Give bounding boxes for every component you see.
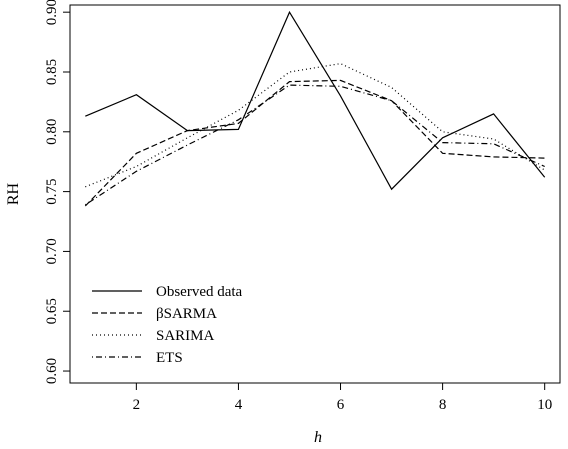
legend-label-0: Observed data xyxy=(156,284,243,300)
legend-label-1: βSARMA xyxy=(156,306,217,322)
series-lines xyxy=(84,10,546,207)
x-axis-label: h xyxy=(314,429,322,446)
legend-label-2: SARIMA xyxy=(156,328,215,344)
series-line-2 xyxy=(85,62,546,188)
x-tick-label: 8 xyxy=(439,397,447,413)
x-tick-label: 10 xyxy=(537,397,552,413)
x-tick-label: 2 xyxy=(133,397,141,413)
y-axis: 0.60 0.65 0.70 0.75 0.80 0.85 0.90 xyxy=(44,0,70,384)
x-axis: 2 4 6 8 10 xyxy=(133,383,552,413)
y-tick-label: 0.85 xyxy=(44,59,60,85)
y-axis-label: RH xyxy=(5,182,22,205)
y-tick-label: 0.90 xyxy=(44,0,60,25)
x-tick-label: 4 xyxy=(235,397,243,413)
y-tick-label: 0.70 xyxy=(44,238,60,264)
y-tick-label: 0.75 xyxy=(44,178,60,204)
y-tick-label: 0.60 xyxy=(44,358,60,384)
y-tick-label: 0.65 xyxy=(44,298,60,324)
series-line-0 xyxy=(85,10,546,191)
legend: Observed data βSARMA SARIMA ETS xyxy=(92,284,243,366)
series-line-1 xyxy=(84,79,545,207)
x-tick-label: 6 xyxy=(337,397,345,413)
y-tick-label: 0.80 xyxy=(44,119,60,145)
plot-frame xyxy=(69,4,561,384)
legend-label-3: ETS xyxy=(156,350,183,366)
